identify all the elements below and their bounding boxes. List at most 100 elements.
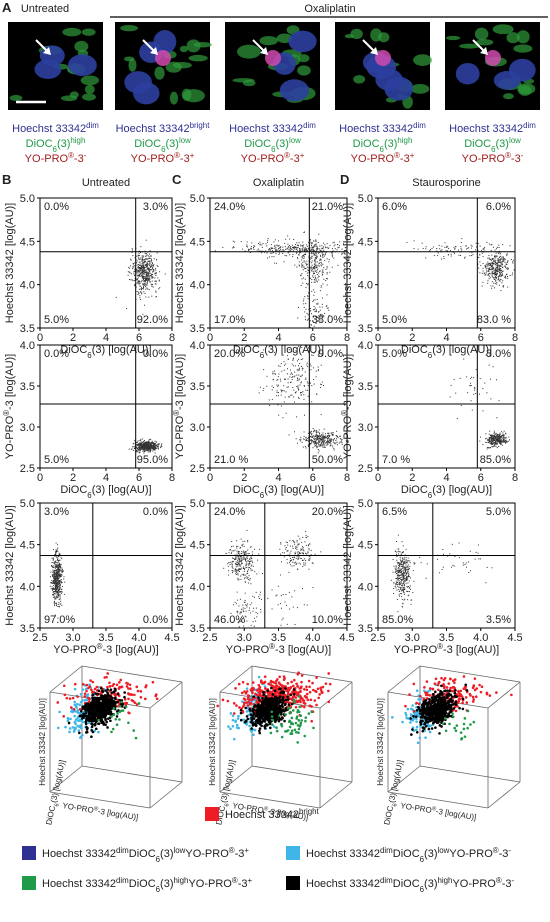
event-dot (133, 271, 135, 273)
event-dot (319, 249, 321, 251)
event-dot-3d (121, 709, 125, 712)
event-dot (320, 259, 322, 261)
event-dot-3d (259, 689, 262, 693)
event-dot (50, 582, 52, 584)
event-dot (55, 603, 57, 605)
event-dot (136, 450, 138, 452)
event-dot-3d (308, 704, 311, 708)
event-dot (304, 261, 306, 263)
event-dot (303, 303, 305, 305)
event-dot (57, 587, 59, 589)
event-dot (322, 442, 324, 444)
event-dot (55, 602, 57, 604)
event-dot-3d (300, 685, 303, 688)
caption: DiOC6(3)high (26, 136, 86, 154)
event-dot-3d (76, 716, 80, 719)
event-dot (330, 438, 332, 440)
box-edge (81, 665, 183, 683)
text-part: Hoechst 33342 (116, 123, 190, 135)
event-dot (311, 260, 313, 262)
event-dot-3d (118, 710, 122, 714)
event-dot (138, 447, 140, 449)
event-dot (155, 447, 157, 449)
event-dot (141, 447, 143, 449)
event-dot-3d (269, 683, 273, 687)
event-dot (321, 248, 323, 250)
event-dot (249, 561, 251, 563)
event-dot (270, 244, 272, 246)
event-dot-3d (144, 697, 147, 701)
event-dot (53, 571, 55, 573)
event-dot (140, 246, 142, 248)
event-dot-3d (115, 683, 119, 687)
event-dot (297, 607, 299, 609)
event-dot (238, 618, 240, 620)
event-dot (252, 565, 254, 567)
event-dot (230, 552, 232, 554)
event-dot-3d (262, 690, 265, 694)
event-dot (236, 553, 238, 555)
event-dot (305, 263, 307, 265)
event-dot (285, 594, 287, 596)
event-dot (60, 592, 62, 594)
event-dot-3d (151, 680, 155, 684)
event-dot (252, 610, 254, 612)
event-dot (309, 382, 311, 384)
event-dot (309, 543, 311, 545)
event-dot (306, 283, 308, 285)
event-dot-3d (89, 708, 93, 711)
event-dot (318, 434, 320, 436)
event-dot (305, 379, 307, 381)
event-dot-3d (83, 692, 87, 695)
event-dot (237, 551, 239, 553)
event-dot (322, 436, 324, 438)
event-dot (55, 570, 57, 572)
event-dot (319, 290, 321, 292)
event-dot (328, 259, 330, 261)
event-dot (153, 445, 155, 447)
event-dot (330, 439, 332, 441)
event-dot (283, 552, 285, 554)
event-dot-3d (106, 672, 110, 675)
event-dot-3d (103, 703, 107, 706)
event-dot (313, 252, 315, 254)
event-dot (308, 549, 310, 551)
event-dot (56, 571, 58, 573)
event-dot (327, 435, 329, 437)
event-dot (310, 431, 312, 433)
event-dot (143, 440, 145, 442)
event-dot (60, 564, 62, 566)
event-dot (315, 430, 317, 432)
event-dot (303, 394, 305, 396)
event-dot (156, 252, 158, 254)
event-dot (297, 386, 299, 388)
event-dot (232, 570, 234, 572)
event-dot (55, 554, 57, 556)
nucleus (124, 71, 152, 94)
event-dot (57, 564, 59, 566)
event-dot (312, 273, 314, 275)
event-dot (320, 443, 322, 445)
event-dot (246, 557, 248, 559)
event-dot (60, 576, 62, 578)
event-dot (294, 392, 296, 394)
quadrant-label: 17.0% (214, 314, 245, 326)
event-dot (154, 444, 156, 446)
event-dot (247, 566, 249, 568)
event-dot (253, 625, 255, 627)
mito-stain (506, 32, 520, 44)
event-dot (271, 608, 273, 610)
event-dot (237, 610, 239, 612)
event-dot (323, 246, 325, 248)
event-dot (147, 260, 149, 262)
event-dot (54, 598, 56, 600)
event-dot (150, 438, 152, 440)
event-dot (311, 278, 313, 280)
event-dot (140, 443, 142, 445)
event-dot (311, 270, 313, 272)
event-dot (145, 444, 147, 446)
event-dot (236, 611, 238, 613)
event-dot (54, 605, 56, 607)
event-dot (302, 247, 304, 249)
event-dot (332, 434, 334, 436)
